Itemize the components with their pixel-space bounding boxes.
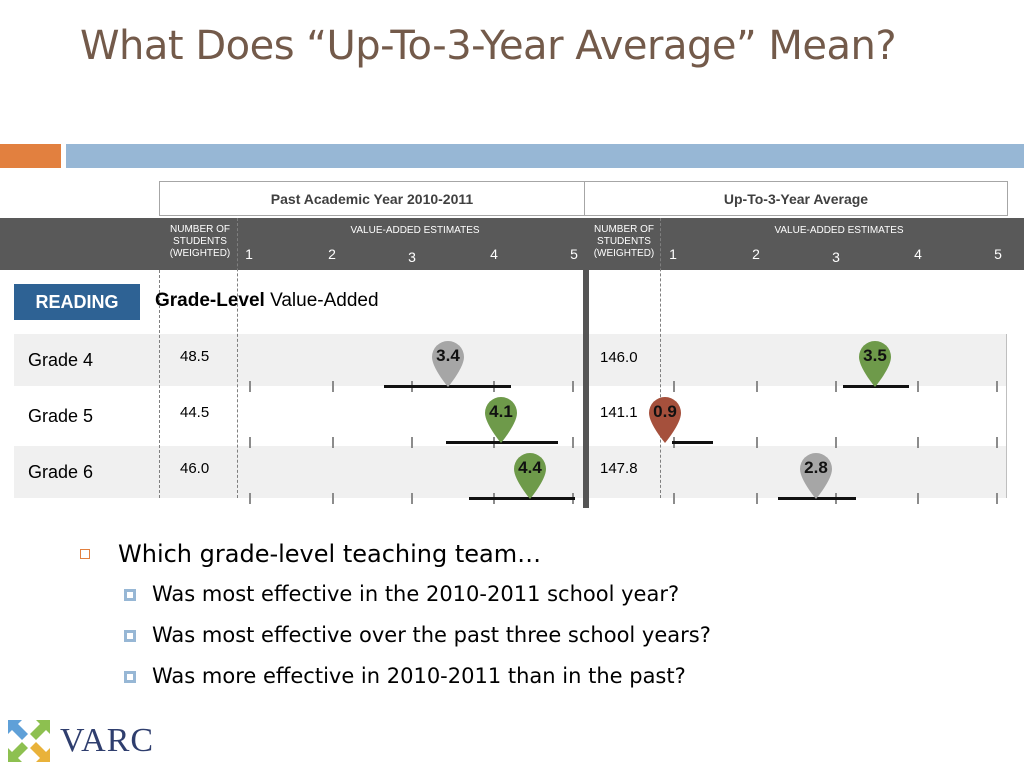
scale-label-right-5: 5 [994, 246, 1002, 262]
confidence-bar [446, 441, 558, 444]
section-heading: Grade-Level Value-Added [155, 290, 379, 312]
estimates-label-left: VALUE-ADDED ESTIMATES [350, 225, 480, 236]
bullet-main: Which grade-level teaching team… [80, 536, 1000, 574]
students-past: 46.0 [180, 460, 210, 477]
varc-logo: VARC [4, 716, 164, 766]
scale-tick [996, 493, 998, 504]
scale-tick [917, 437, 919, 448]
scale-label-left-1: 1 [245, 246, 253, 262]
estimate-value: 4.1 [489, 402, 513, 421]
scale-tick [756, 493, 758, 504]
scale-tick [249, 493, 251, 504]
scale-tick [835, 437, 837, 448]
estimates-label-right: VALUE-ADDED ESTIMATES [774, 225, 904, 236]
estimate-marker: 3.5 [856, 338, 894, 388]
scale-tick [332, 381, 334, 392]
estimate-marker: 3.4 [429, 338, 467, 388]
confidence-bar [843, 385, 909, 388]
bullet-square-icon [124, 630, 136, 642]
slide-title: What Does “Up-To-3-Year Average” Mean? [80, 23, 897, 69]
column-separator [660, 218, 661, 498]
scale-label-left-3: 3 [408, 249, 416, 265]
estimate-value: 2.8 [804, 458, 828, 477]
scale-tick [917, 493, 919, 504]
bullet-square-icon [124, 671, 136, 683]
scale-tick [756, 381, 758, 392]
scale-tick [996, 437, 998, 448]
column-separator [237, 218, 238, 498]
table-row-bg [14, 334, 1007, 386]
header-past-year: Past Academic Year 2010-2011 [159, 181, 585, 216]
estimate-marker: 4.4 [511, 450, 549, 500]
center-divider [583, 270, 589, 508]
scale-tick [249, 437, 251, 448]
scale-label-right-3: 3 [832, 249, 840, 265]
bullet-sub-text: Was most effective in the 2010-2011 scho… [152, 582, 680, 606]
section-heading-bold: Grade-Level [155, 290, 265, 311]
section-heading-rest: Value-Added [264, 290, 379, 311]
estimate-value: 3.5 [863, 346, 887, 365]
scale-label-left-5: 5 [570, 246, 578, 262]
scale-label-right-2: 2 [752, 246, 760, 262]
header-three-year-average: Up-To-3-Year Average [584, 181, 1008, 216]
bullet-sub-text: Was most effective over the past three s… [152, 623, 711, 647]
students-label-right: NUMBER OF STUDENTS (WEIGHTED) [593, 224, 655, 259]
scale-tick [756, 437, 758, 448]
grade-label: Grade 5 [28, 406, 94, 426]
scale-label-right-1: 1 [669, 246, 677, 262]
scale-tick [572, 437, 574, 448]
scale-label-left-4: 4 [490, 246, 498, 262]
scale-tick [411, 437, 413, 448]
estimate-value: 0.9 [653, 402, 677, 421]
scale-tick [411, 493, 413, 504]
table-right-edge [1006, 334, 1007, 498]
column-separator [159, 270, 160, 498]
bullet-main-text: Which grade-level teaching team… [118, 540, 542, 568]
confidence-bar [672, 441, 713, 444]
confidence-bar [778, 497, 856, 500]
bullet-square-icon [80, 549, 90, 559]
grade-label: Grade 6 [28, 462, 94, 482]
subject-badge: READING [14, 284, 140, 320]
scale-tick [673, 493, 675, 504]
scale-tick [996, 381, 998, 392]
bullet-sub: Was most effective in the 2010-2011 scho… [80, 574, 1000, 615]
scale-label-left-2: 2 [328, 246, 336, 262]
students-average: 141.1 [600, 404, 638, 421]
scale-tick [332, 437, 334, 448]
bullet-sub-text: Was more effective in 2010-2011 than in … [152, 664, 686, 688]
varc-arrows-icon [8, 720, 50, 762]
table-row-bg [14, 446, 1007, 498]
bullet-sub: Was most effective over the past three s… [80, 615, 1000, 656]
confidence-bar [384, 385, 511, 388]
scale-tick [917, 381, 919, 392]
logo-text: VARC [60, 722, 155, 759]
bullet-sub: Was more effective in 2010-2011 than in … [80, 656, 1000, 697]
scale-tick [673, 381, 675, 392]
scale-tick [835, 381, 837, 392]
scale-tick [572, 381, 574, 392]
scale-tick [249, 381, 251, 392]
grade-label: Grade 4 [28, 350, 94, 370]
estimate-marker: 4.1 [482, 394, 520, 444]
estimate-value: 3.4 [436, 346, 460, 365]
title-accent-bar [0, 144, 61, 168]
bullet-square-icon [124, 589, 136, 601]
bullet-list: Which grade-level teaching team… Was mos… [80, 536, 1000, 697]
scale-band: NUMBER OF STUDENTS (WEIGHTED) VALUE-ADDE… [0, 218, 1024, 270]
title-divider-bar [66, 144, 1024, 168]
students-past: 48.5 [180, 348, 210, 365]
students-average: 147.8 [600, 460, 638, 477]
students-past: 44.5 [180, 404, 210, 421]
scale-label-right-4: 4 [914, 246, 922, 262]
scale-tick [332, 493, 334, 504]
estimate-value: 4.4 [518, 458, 542, 477]
students-average: 146.0 [600, 349, 638, 366]
confidence-bar [469, 497, 575, 500]
students-label-left: NUMBER OF STUDENTS (WEIGHTED) [169, 224, 231, 259]
estimate-marker: 0.9 [646, 394, 684, 444]
estimate-marker: 2.8 [797, 450, 835, 500]
